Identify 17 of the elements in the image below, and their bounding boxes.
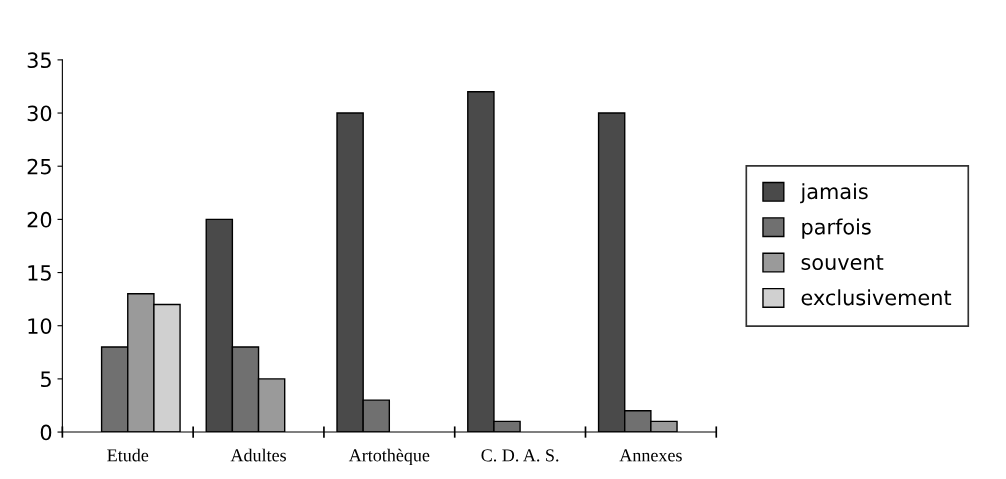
y-tick-label: 20 [27, 211, 52, 228]
legend-label: exclusivement [801, 289, 952, 306]
x-tick-label: C. D. A. S. [481, 449, 559, 462]
y-tick-label: 30 [27, 105, 52, 122]
y-tick-label: 15 [28, 265, 51, 281]
x-tick-label: Adultes [230, 448, 286, 462]
y-tick-label: 35 [27, 52, 51, 69]
y-tick-label: 25 [27, 158, 51, 175]
x-tick-label: Annexes [619, 449, 682, 462]
x-tick-label: Etude [107, 448, 149, 462]
y-tick-label: 10 [28, 318, 52, 334]
y-tick-label: 0 [40, 424, 52, 441]
legend-label: parfois [802, 218, 871, 239]
legend-label: jamais [800, 183, 868, 204]
y-tick-label: 5 [41, 371, 51, 388]
legend-label: souvent [801, 255, 884, 271]
x-tick-label: Artothèque [348, 448, 430, 466]
